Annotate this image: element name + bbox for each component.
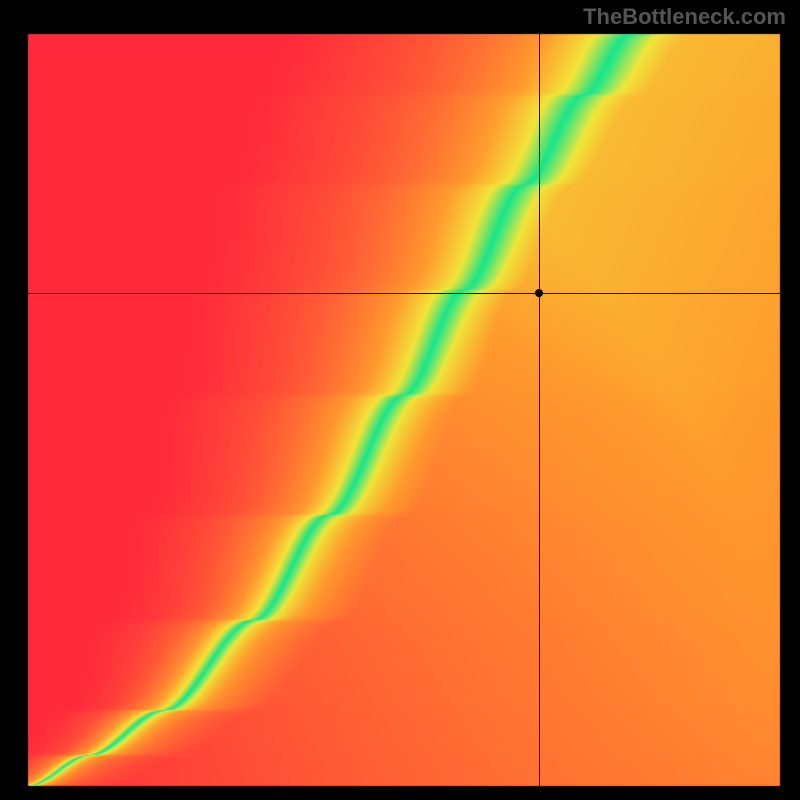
- crosshair-horizontal: [28, 293, 780, 294]
- crosshair-vertical: [539, 34, 540, 786]
- watermark-text: TheBottleneck.com: [583, 4, 786, 30]
- selection-marker: [535, 289, 543, 297]
- heatmap-canvas: [0, 0, 800, 800]
